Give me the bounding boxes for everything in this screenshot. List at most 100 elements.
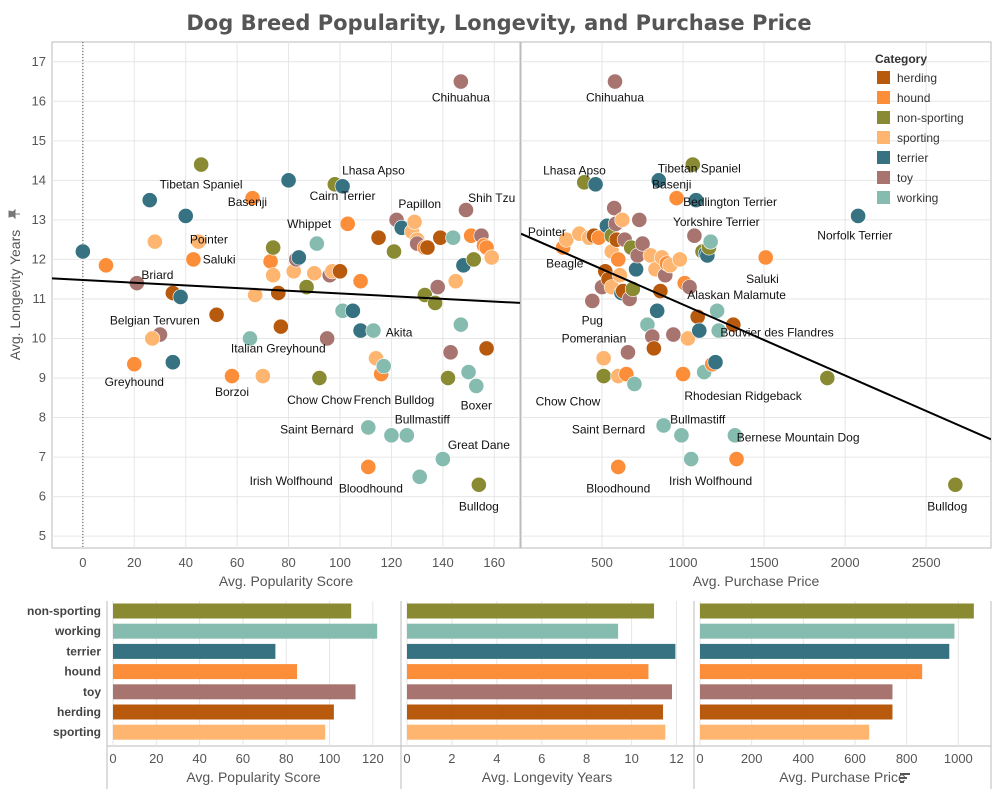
scatter-point — [684, 156, 701, 173]
scatter-point — [610, 459, 627, 475]
scatter-point — [649, 302, 666, 319]
scatter-point — [360, 419, 377, 436]
legend-swatch — [877, 91, 890, 104]
scatter-point — [607, 73, 623, 90]
scatter-point — [710, 322, 727, 339]
bar — [407, 724, 666, 740]
scatter-point — [126, 356, 143, 373]
category-label: hound — [64, 665, 101, 679]
legend-label: working — [896, 191, 938, 205]
category-label: herding — [57, 705, 101, 719]
y-tick-label: 17 — [32, 54, 46, 69]
point-label: Bullmastiff — [670, 413, 726, 427]
sort-icon-bar — [900, 777, 907, 779]
point-label: Bernese Mountain Dog — [737, 430, 860, 444]
bar-x-axis-title: Avg. Longevity Years — [482, 769, 613, 785]
scatter-point — [680, 330, 696, 347]
scatter-point — [595, 368, 612, 384]
trend-line — [52, 277, 520, 304]
bar-x-tick-label: 20 — [149, 751, 163, 766]
scatter-point — [681, 279, 698, 295]
category-label: sporting — [53, 725, 101, 739]
bar-x-tick-label: 80 — [279, 751, 293, 766]
bar-x-tick-label: 0 — [696, 751, 703, 766]
bar — [407, 643, 676, 659]
scatter-point — [686, 227, 703, 244]
scatter-point — [650, 172, 667, 189]
scatter-point — [164, 354, 181, 371]
pin-icon — [8, 208, 20, 220]
bar-x-tick-label: 1000 — [944, 751, 973, 766]
point-label: Cairn Terrier — [310, 189, 376, 203]
point-label: Beagle — [546, 256, 584, 270]
scatter-point — [947, 476, 964, 493]
scatter-point — [386, 243, 402, 260]
scatter-point — [244, 190, 261, 207]
x-tick-label: 20 — [127, 555, 141, 570]
scatter-point — [290, 249, 307, 266]
scatter-point — [610, 251, 627, 268]
scatter-point — [631, 211, 648, 228]
chart-title: Dog Breed Popularity, Longevity, and Pur… — [186, 11, 811, 35]
point-label: Yorkshire Terrier — [673, 215, 760, 229]
scatter-point — [468, 378, 485, 394]
scatter-point — [655, 417, 672, 434]
point-label: Great Dane — [448, 438, 510, 452]
point-label: Chow Chow — [287, 393, 352, 407]
scatter-point — [270, 285, 287, 301]
category-label: terrier — [66, 644, 101, 658]
bar — [700, 704, 893, 720]
scatter-point — [728, 451, 745, 467]
legend-swatch — [877, 191, 890, 204]
scatter-point — [247, 287, 264, 303]
y-tick-label: 16 — [32, 93, 46, 108]
sort-icon-bar — [900, 773, 910, 775]
scatter-point — [190, 233, 207, 250]
scatter-point — [242, 330, 258, 347]
bar-x-tick-label: 120 — [362, 751, 384, 766]
scatter-point — [406, 213, 423, 230]
bar — [700, 724, 870, 740]
scatter-point — [614, 211, 631, 228]
category-label: toy — [83, 685, 101, 699]
bar-x-tick-label: 8 — [583, 751, 590, 766]
point-label: Pomeranian — [562, 331, 627, 345]
point-label: Whippet — [287, 217, 332, 231]
scatter-point — [339, 215, 356, 232]
y-tick-label: 7 — [39, 449, 46, 464]
point-label: Pointer — [528, 225, 566, 239]
scatter-point — [478, 340, 495, 357]
plot-frame — [520, 41, 992, 549]
legend-title: Category — [875, 52, 927, 66]
bar — [113, 623, 378, 639]
point-label: Saluki — [203, 252, 236, 266]
plot-frame — [51, 41, 521, 549]
point-label: Bulldog — [927, 499, 967, 513]
bar — [113, 643, 276, 659]
x-tick-label: 160 — [483, 555, 505, 570]
scatter-point — [584, 293, 601, 309]
scatter-point — [193, 156, 210, 173]
scatter-point — [365, 322, 382, 339]
scatter-point — [675, 366, 691, 382]
point-label: Boxer — [461, 399, 492, 413]
scatter-point — [265, 267, 282, 284]
point-label: Saint Bernard — [280, 422, 353, 436]
scatter-point — [98, 257, 114, 274]
x-tick-label: 0 — [79, 555, 86, 570]
legend-swatch — [877, 151, 890, 164]
bar-x-tick-label: 6 — [538, 751, 545, 766]
scatter-point — [208, 306, 225, 323]
point-label: Alaskan Malamute — [687, 288, 786, 302]
bar — [407, 623, 619, 639]
point-label: Chow Chow — [536, 395, 601, 409]
scatter-point — [254, 368, 271, 384]
x-tick-label: 2000 — [831, 555, 860, 570]
legend-swatch — [877, 111, 890, 124]
bar — [113, 684, 356, 700]
x-tick-label: 2500 — [912, 555, 941, 570]
point-label: Basenji — [652, 177, 691, 191]
scatter-point — [587, 176, 604, 193]
y-tick-label: 9 — [39, 370, 46, 385]
point-label: Pug — [582, 314, 603, 328]
